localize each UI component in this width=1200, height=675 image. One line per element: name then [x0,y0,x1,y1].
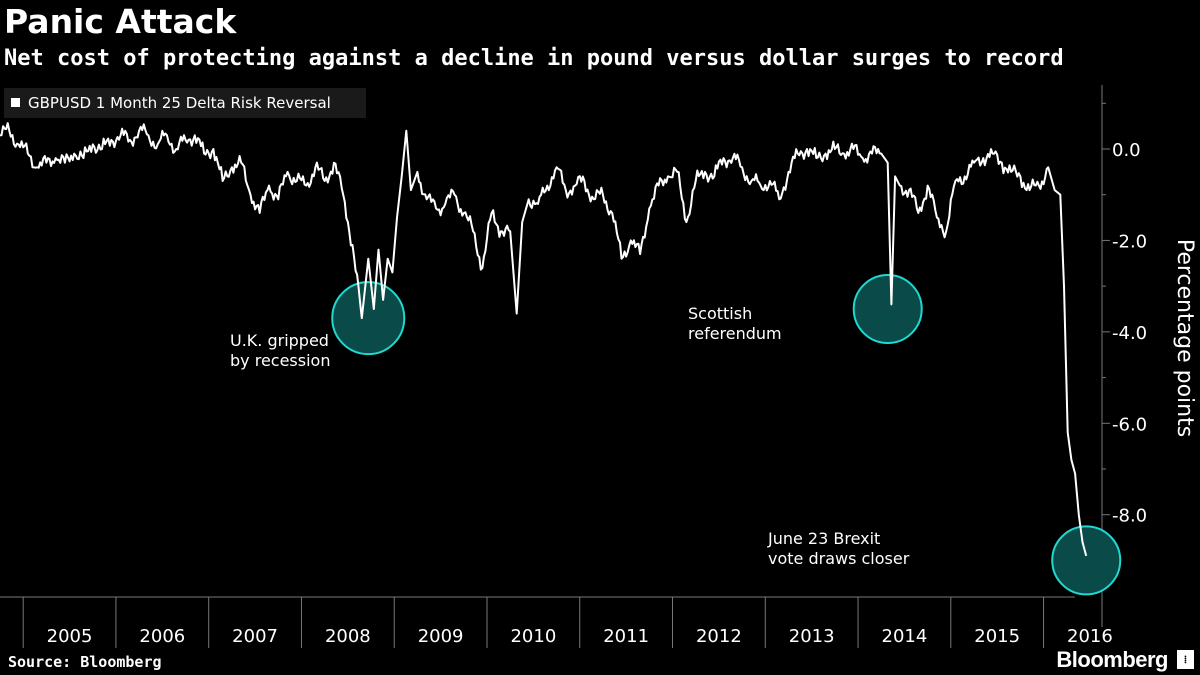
y-axis: 0.0 -2.0 -4.0 -6.0 -8.0 [1101,85,1147,627]
highlight-circle [331,281,406,356]
x-tick-label: 2007 [232,626,278,647]
x-tick-label: 2005 [47,626,93,647]
y-tick-label: -2.0 [1112,231,1147,252]
y-tick-label: 0.0 [1112,140,1141,161]
x-tick-label: 2016 [1067,626,1113,647]
highlight-circle [1051,525,1122,596]
highlight-circles [331,274,1122,596]
annotation-label: June 23 Brexit [767,529,880,548]
series-line [0,122,1088,557]
y-tick-label: -6.0 [1112,414,1147,435]
highlight-circle [852,274,923,344]
series-lines [0,122,1088,557]
x-tick-label: 2010 [510,626,556,647]
chart-subtitle: Net cost of protecting against a decline… [4,46,1064,71]
x-tick-label: 2012 [696,626,742,647]
annotation-label: U.K. gripped [230,331,329,350]
x-tick-label: 2006 [139,626,185,647]
legend-swatch [11,98,20,107]
x-tick-label: 2008 [325,626,371,647]
y-tick-label: -8.0 [1112,506,1147,527]
legend: GBPUSD 1 Month 25 Delta Risk Reversal [4,88,366,118]
y-axis-label: Percentage points [1172,239,1197,437]
x-tick-label: 2009 [418,626,464,647]
annotation-label: referendum [688,324,782,343]
brand-mark-icon: ⁞ [1177,650,1194,669]
y-tick-label: -4.0 [1112,323,1147,344]
x-axis: 2005 2006 2007 2008 2009 2010 2011 2012 2013 2014… [0,596,1113,648]
x-tick-label: 2014 [882,626,928,647]
x-tick-label: 2013 [789,626,835,647]
legend-box [4,88,366,118]
legend-label: GBPUSD 1 Month 25 Delta Risk Reversal [28,94,331,112]
annotation-label: by recession [230,351,330,370]
annotation-label: Scottish [688,304,752,323]
source-note: Source: Bloomberg [8,653,162,671]
x-tick-label: 2015 [974,626,1020,647]
x-tick-label: 2011 [603,626,649,647]
annotation-label: vote draws closer [768,549,910,568]
brand-logo: Bloomberg [1056,647,1168,672]
chart-title: Panic Attack [4,2,237,41]
